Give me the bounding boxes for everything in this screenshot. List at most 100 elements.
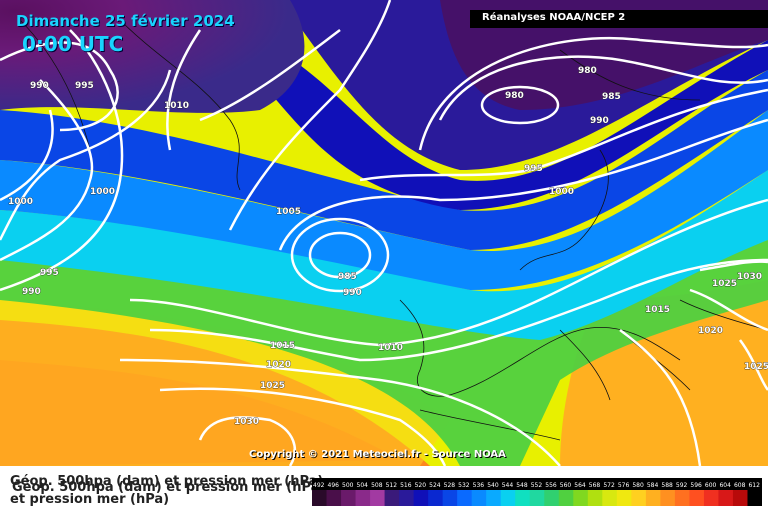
isobar-label: 1010 [378,343,403,353]
isobar-label: 1015 [270,341,295,351]
legend-tick-label: 512 [386,482,398,489]
isobar-label: 990 [22,287,41,297]
legend-tick-label: 540 [487,482,499,489]
isobar-low-985 [308,231,372,279]
legend-swatch [486,490,502,506]
isobar-995 [359,88,768,182]
isobar-1020f [619,329,702,466]
isobar-label: 995 [75,81,94,91]
legend-tick-label: 536 [473,482,485,489]
isobar-labels: 990 995 1010 980 980 985 990 995 1000 1000 1005 100… [8,66,768,428]
band-green [0,240,768,466]
isobar-1025f [738,339,768,391]
isobar-label: 1000 [8,197,33,207]
isobar-low-980 [480,85,560,125]
legend-swatch [529,490,545,506]
legend-tick-label: 564 [574,482,586,489]
isobar-label: 985 [602,92,621,102]
isobar-label: 1020 [266,360,291,370]
source-badge-text: Réanalyses NOAA/NCEP 2 [482,12,626,23]
legend-tick-label: 556 [545,482,557,489]
legend-swatch [689,490,705,506]
isobar-label: 1000 [90,187,115,197]
isobar-1000c [0,69,172,241]
copyright-text: Copyright © 2021 Meteociel.fr - Source N… [249,449,506,460]
isobar-label: 1005 [276,207,301,217]
isobar-label: 1020 [698,326,723,336]
legend-swatch [326,490,342,506]
legend-tick-label: 568 [589,482,601,489]
legend-swatch [703,490,719,506]
legend-tick-label: 560 [560,482,572,489]
color-legend: 492 496 500 504 508 512 516 520 524 528 532 536 540 5… [312,478,762,506]
legend-swatch [428,490,444,506]
band-yellow2 [0,300,450,466]
legend-swatch [558,490,574,506]
legend-swatch [515,490,531,506]
legend-tick-label: 608 [734,482,746,489]
legend-tick-bar [312,478,762,490]
legend-tick-label: 520 [415,482,427,489]
coastlines [19,19,768,441]
legend-tick-label: 544 [502,482,514,489]
legend-tick-label: 612 [748,482,760,489]
legend-tick-label: 604 [719,482,731,489]
isobar-1000b [0,109,54,202]
isobar-990c [0,41,119,132]
legend-swatch [747,490,762,506]
isobar-1020e [689,288,768,332]
isobar-label: 1010 [164,101,189,111]
legend-tick-label: 548 [516,482,528,489]
isobar-1010 [129,198,768,347]
legend-swatch [370,490,386,506]
legend-tick-label: 532 [458,482,470,489]
isobar-1025 [159,387,447,466]
legend-tick-label: 496 [328,482,340,489]
isobars [0,0,768,466]
legend-swatch [312,490,328,506]
legend-swatch [355,490,371,506]
isobar-label: 990 [343,288,362,298]
legend-swatch [587,490,603,506]
legend-tick-label: 588 [661,482,673,489]
legend-tick-label: 508 [371,482,383,489]
legend-swatch [341,490,357,506]
caption-line1: Géop. 500hpa (dam) et pression mer (hPa) [10,474,324,489]
isobar-1015 [149,258,768,362]
band-cyan [0,170,768,340]
legend-swatch [573,490,589,506]
legend-swatch [500,490,516,506]
band-purple [0,0,305,113]
legend-tick-label: 504 [357,482,369,489]
legend-swatch [616,490,632,506]
legend-swatch [442,490,458,506]
legend-tick-label: 528 [444,482,456,489]
isobar-label: 980 [578,66,597,76]
isobar-label: 1025 [260,381,285,391]
isobar-label: 995 [40,268,59,278]
legend-swatch [399,490,415,506]
band-navy [240,40,768,210]
isobar-label: 980 [505,91,524,101]
source-badge: Réanalyses NOAA/NCEP 2 [470,10,768,28]
isobar-990b [0,79,94,262]
legend-swatch [413,490,429,506]
isobar-1005 [199,29,341,122]
legend-swatch [384,490,400,506]
isobar-label: 1030 [737,272,762,282]
isobar-label: 1025 [712,279,737,289]
isobar-1025e [699,260,768,272]
isobar-label: 1015 [645,305,670,315]
isobar-985 [438,55,768,121]
band-blue [0,70,768,250]
legend-tick-label: 596 [690,482,702,489]
isobar-label: 1025 [744,362,768,372]
isobar-1030 [198,416,297,466]
legend-swatch [544,490,560,506]
isobar-1020 [119,358,561,466]
isobar-label: 990 [590,116,609,126]
isobar-label: 1000 [549,187,574,197]
band-lightblue [0,110,768,290]
caption-line1-overlap: Géop. 500hpa (dam) et pression mer (hPa) [12,480,326,495]
